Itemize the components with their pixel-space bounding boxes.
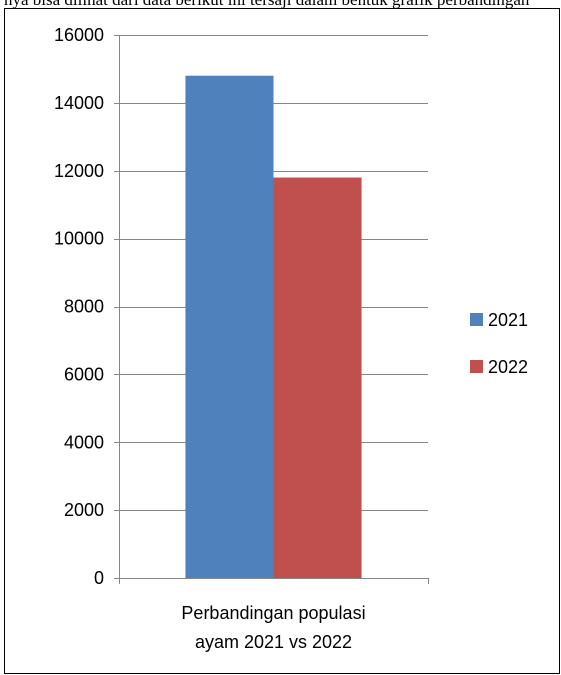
y-tick-label-8000: 8000 [64,297,104,317]
bar-2021 [185,75,274,578]
top-text-fragment: nya bisa dilihat dari data berikut ini t… [4,0,561,10]
legend-swatch-2021 [470,313,483,326]
axes [114,35,429,584]
legend-label-2022: 2022 [488,357,528,377]
bar-2022 [273,177,362,578]
y-tick-label-12000: 12000 [54,161,104,181]
y-tick-label-14000: 14000 [54,93,104,113]
y-tick-labels: 0 2000 4000 6000 8000 10000 12000 14000 16000 [54,25,104,588]
y-tick-label-6000: 6000 [64,364,104,384]
bars [185,75,362,578]
legend-swatch-2022 [470,360,483,373]
legend-label-2021: 2021 [488,310,528,330]
y-tick-label-2000: 2000 [64,500,104,520]
category-label-line-2: ayam 2021 vs 2022 [195,632,352,652]
y-tick-label-4000: 4000 [64,432,104,452]
y-tick-label-0: 0 [94,568,104,588]
y-tick-label-10000: 10000 [54,229,104,249]
category-label-line-1: Perbandingan populasi [181,603,365,623]
category-label: Perbandingan populasi ayam 2021 vs 2022 [181,603,365,652]
legend: 2021 2022 [470,310,528,377]
y-tick-label-16000: 16000 [54,25,104,45]
